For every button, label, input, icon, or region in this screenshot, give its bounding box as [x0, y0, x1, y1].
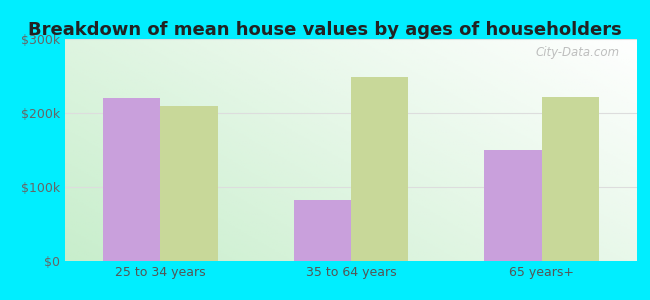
Bar	[484, 150, 541, 261]
Bar	[294, 200, 351, 261]
Bar	[541, 97, 599, 261]
Text: City-Data.com: City-Data.com	[536, 46, 620, 59]
Bar	[161, 106, 218, 261]
Bar	[103, 98, 161, 261]
Bar	[351, 77, 408, 261]
Text: Breakdown of mean house values by ages of householders: Breakdown of mean house values by ages o…	[28, 21, 622, 39]
